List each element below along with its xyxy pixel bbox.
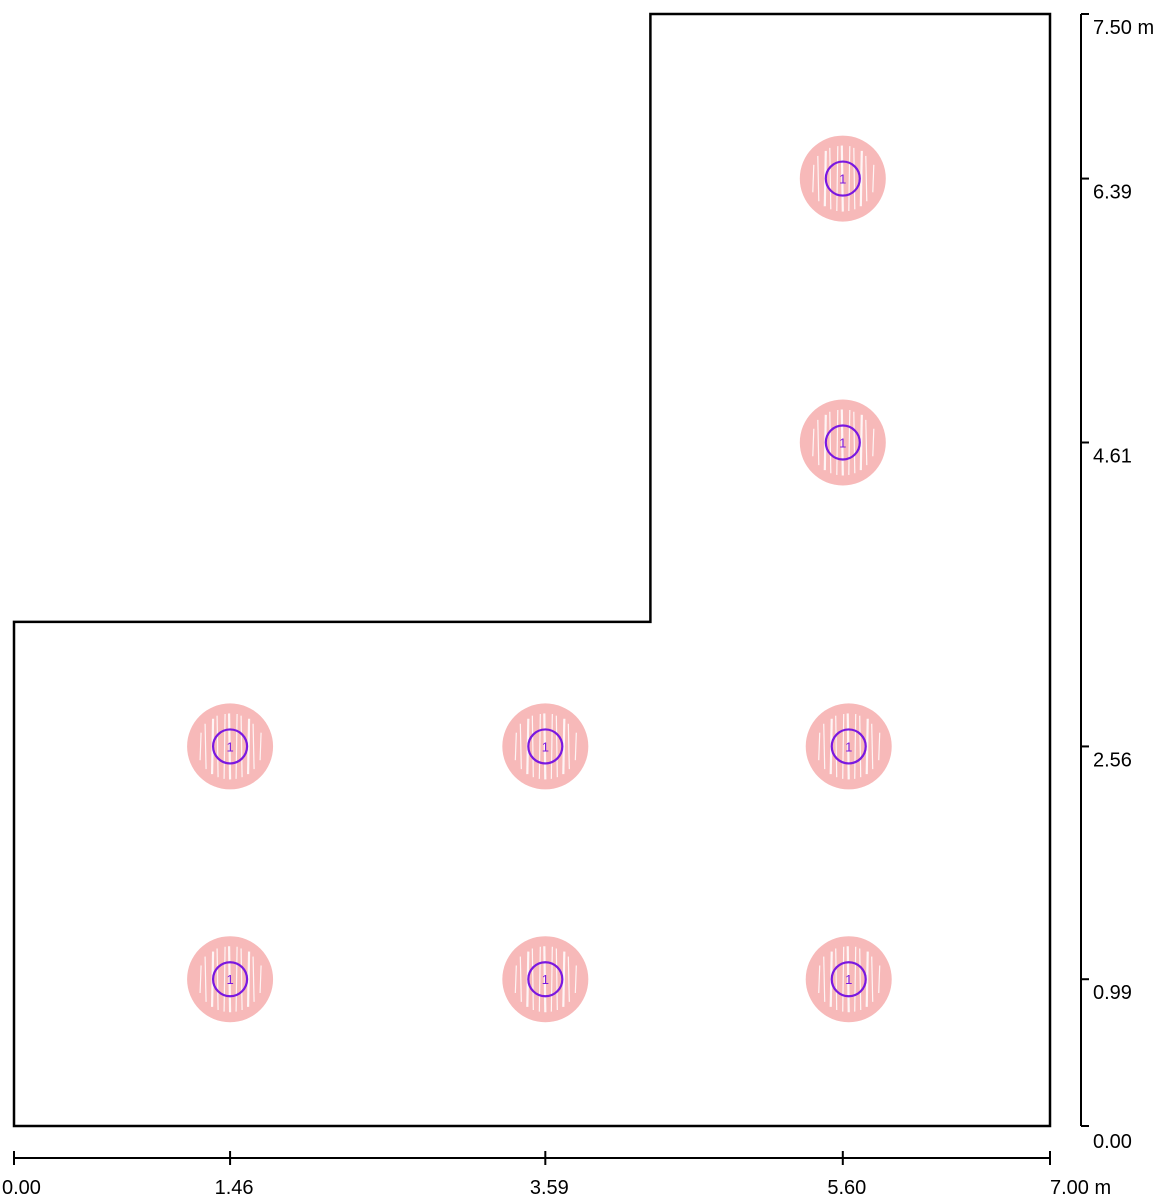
x-tick-label: 1.46 [215, 1177, 254, 1197]
luminaire-layer: 1 1 1 1 1 1 1 1 [187, 135, 892, 1023]
luminaire[interactable]: 1 [799, 135, 886, 222]
glow-streaks [812, 409, 875, 476]
x-tick-label: 5.60 [827, 1177, 866, 1197]
y-tick-label: 4.61 [1093, 445, 1132, 467]
x-tick-label: 0.00 [2, 1177, 41, 1197]
luminaire[interactable]: 1 [502, 703, 589, 790]
fixture-number: 1 [845, 972, 852, 987]
fixture-number: 1 [542, 972, 549, 987]
fixture-number: 1 [542, 739, 549, 754]
glow-streaks [818, 713, 881, 780]
glow-streaks [818, 946, 881, 1013]
y-tick-label: 7.50 m [1093, 17, 1154, 39]
fixture-ring [830, 728, 867, 765]
luminaire[interactable]: 1 [805, 703, 892, 790]
x-tick-label: 3.59 [530, 1177, 569, 1197]
x-dimension-axis: 0.00 1.46 3.59 5.60 7.00 m [2, 1151, 1111, 1197]
fixture-ring [824, 424, 861, 461]
y-tick-label: 0.00 [1093, 1131, 1132, 1153]
luminaire[interactable]: 1 [187, 703, 274, 790]
x-tick-label: 7.00 m [1050, 1177, 1111, 1197]
fixture-ring [527, 728, 564, 765]
glow-streaks [514, 946, 577, 1013]
fixture-number: 1 [839, 435, 846, 450]
fixture-ring [824, 160, 861, 197]
luminaire[interactable]: 1 [805, 936, 892, 1023]
fixture-number: 1 [845, 739, 852, 754]
fixture-number: 1 [839, 172, 846, 187]
glow-streaks [199, 713, 262, 780]
fixture-ring [830, 961, 867, 998]
y-dimension-axis: 0.00 0.99 2.56 4.61 6.39 7.50 m [1080, 13, 1154, 1153]
fixture-number: 1 [226, 972, 233, 987]
fixture-ring [211, 961, 249, 998]
room-outline [12, 12, 1052, 1128]
luminaire[interactable]: 1 [187, 936, 274, 1023]
fixture-ring [211, 728, 249, 765]
y-tick-label: 2.56 [1093, 749, 1132, 771]
luminaire[interactable]: 1 [502, 936, 589, 1023]
fixture-number: 1 [226, 739, 233, 754]
y-tick-label: 6.39 [1093, 182, 1132, 204]
luminaire[interactable]: 1 [799, 399, 886, 486]
fixture-ring [527, 961, 564, 998]
room-layer [12, 12, 1052, 1128]
y-tick-label: 0.99 [1093, 982, 1132, 1004]
